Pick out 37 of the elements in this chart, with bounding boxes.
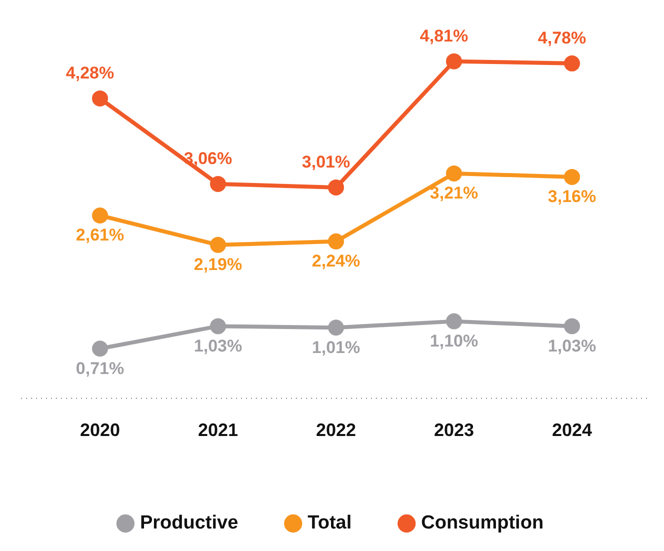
data-label: 2,24%: [312, 252, 360, 271]
point: [92, 90, 108, 106]
data-label: 3,21%: [430, 184, 478, 203]
point: [210, 176, 226, 192]
data-label: 0,71%: [76, 358, 124, 378]
point: [564, 55, 580, 72]
x-tick-label: 2023: [434, 420, 474, 440]
data-label: 2,19%: [194, 255, 242, 274]
data-label: 3,01%: [302, 152, 350, 172]
data-label: 2,61%: [76, 226, 124, 245]
x-tick-label: 2024: [552, 420, 592, 440]
data-label: 1,03%: [548, 336, 596, 356]
point: [210, 236, 226, 253]
point: [446, 313, 462, 330]
x-tick-label: 2021: [198, 420, 238, 440]
point: [328, 179, 344, 196]
point: [446, 53, 462, 70]
legend-label: Consumption: [421, 512, 544, 534]
data-label: 4,81%: [420, 26, 468, 46]
point: [92, 340, 108, 357]
point: [564, 168, 580, 185]
point: [328, 233, 344, 250]
x-tick-label: 2020: [80, 420, 120, 440]
point: [210, 318, 226, 334]
x-tick-label: 2022: [316, 420, 356, 440]
data-label: 3,16%: [548, 187, 596, 206]
point: [446, 165, 462, 182]
point: [328, 320, 344, 336]
point: [564, 318, 580, 334]
point: [92, 207, 108, 224]
legend-label: Total: [308, 512, 352, 534]
data-label: 1,03%: [194, 336, 242, 356]
data-label: 1,10%: [430, 332, 478, 350]
legend-label: Productive: [140, 512, 238, 534]
data-label: 4,28%: [66, 64, 114, 83]
data-label: 4,78%: [538, 28, 586, 48]
data-label: 1,01%: [312, 338, 360, 357]
